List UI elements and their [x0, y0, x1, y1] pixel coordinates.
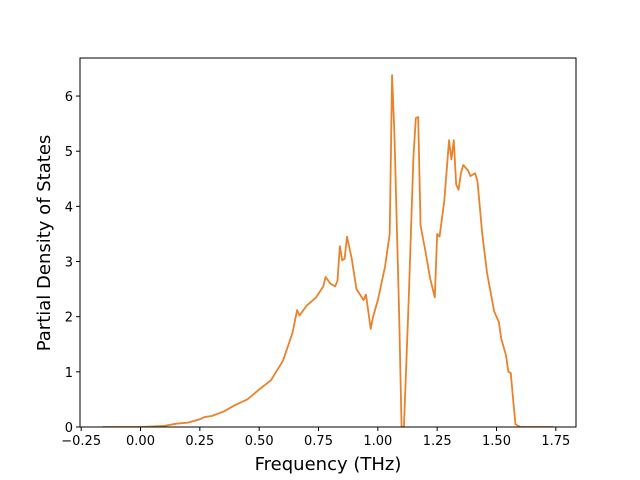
y-axis-label: Partial Density of States: [34, 135, 55, 352]
line-series: [102, 74, 554, 427]
y-tick-label: 0: [65, 421, 73, 436]
y-tick-label: 6: [65, 90, 73, 105]
x-tick-label: 0.75: [304, 434, 333, 449]
x-tick-label: 1.25: [423, 434, 452, 449]
x-tick-label: 0.50: [245, 434, 274, 449]
x-tick-label: −0.25: [61, 434, 101, 449]
x-tick-label: 1.50: [482, 434, 511, 449]
y-tick-label: 5: [65, 145, 73, 160]
x-axis-label: Frequency (THz): [255, 454, 402, 475]
y-tick-label: 3: [65, 256, 73, 271]
x-tick-label: 1.00: [363, 434, 392, 449]
x-tick-label: 0.00: [126, 434, 155, 449]
y-tick-label: 4: [65, 200, 73, 215]
y-tick-label: 2: [65, 311, 73, 326]
x-tick-label: 1.75: [541, 434, 570, 449]
plot-frame: [79, 57, 577, 428]
y-tick-label: 1: [65, 366, 73, 381]
x-tick-label: 0.25: [185, 434, 214, 449]
